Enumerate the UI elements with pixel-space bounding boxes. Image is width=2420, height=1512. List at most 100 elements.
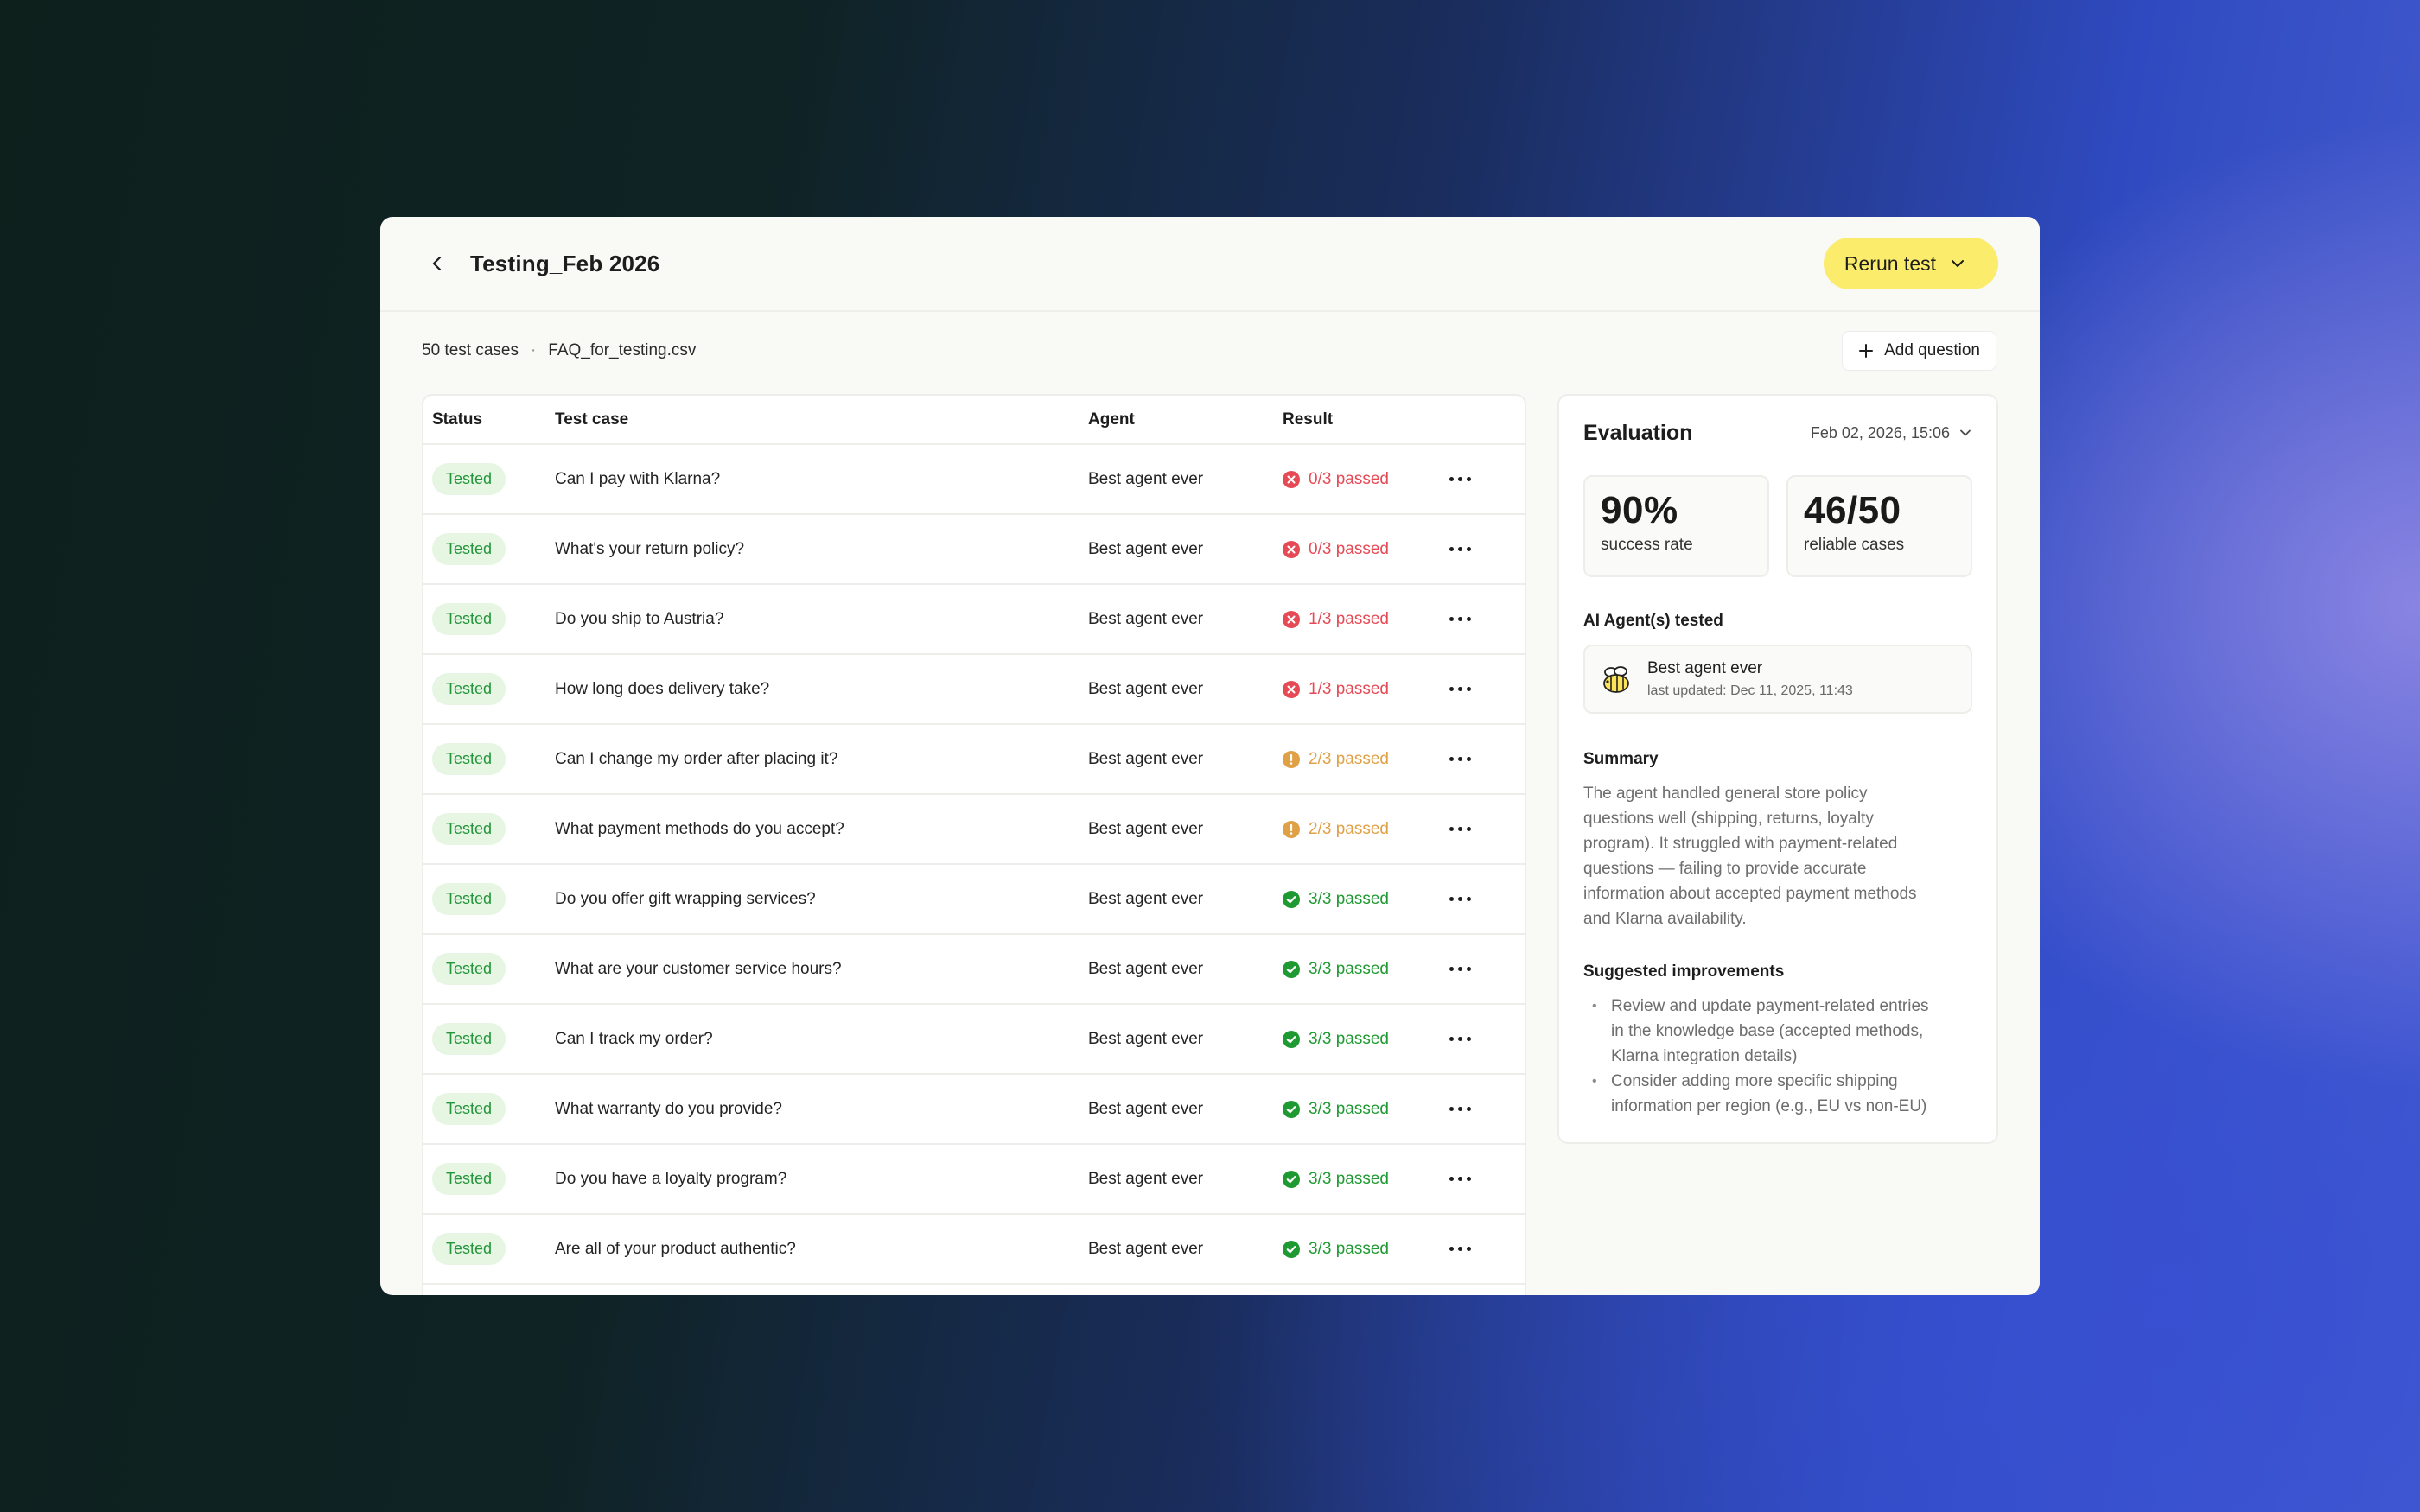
agent-cell: Best agent ever bbox=[1088, 584, 1283, 655]
more-options-icon[interactable] bbox=[1449, 1247, 1471, 1251]
result-cell: 3/3 passed bbox=[1283, 1144, 1449, 1215]
test-case-cell: What warranty do you provide? bbox=[555, 1074, 1088, 1145]
bee-avatar-icon bbox=[1603, 666, 1629, 693]
result-cell: 1/3 passed bbox=[1283, 584, 1449, 655]
agent-cell: Best agent ever bbox=[1088, 794, 1283, 865]
result-cell: 3/3 passed bbox=[1283, 1004, 1449, 1075]
x-circle-icon bbox=[1283, 680, 1300, 698]
result-text: 2/3 passed bbox=[1309, 819, 1389, 838]
evaluation-title: Evaluation bbox=[1583, 420, 1693, 445]
agent-cell: Best agent ever bbox=[1088, 514, 1283, 585]
actions-cell bbox=[1449, 794, 1525, 865]
test-case-cell: Can I track my order? bbox=[555, 1004, 1088, 1075]
column-header-status[interactable]: Status bbox=[424, 396, 555, 445]
test-case-cell: Are all of your product authentic? bbox=[555, 1214, 1088, 1285]
result-text: 3/3 passed bbox=[1309, 889, 1389, 908]
result-indicator: 2/3 passed bbox=[1283, 820, 1449, 839]
status-badge: Tested bbox=[432, 673, 506, 705]
more-options-icon[interactable] bbox=[1449, 827, 1471, 831]
column-header-agent[interactable]: Agent bbox=[1088, 396, 1283, 445]
status-cell: Tested bbox=[424, 794, 555, 865]
evaluation-panel: Evaluation Feb 02, 2026, 15:06 90% succe… bbox=[1557, 394, 1998, 1144]
actions-cell bbox=[1449, 444, 1525, 515]
result-indicator: 0/3 passed bbox=[1283, 540, 1449, 559]
column-header-test-case[interactable]: Test case bbox=[555, 396, 1088, 445]
table-row[interactable]: Tested Can I change my order after placin… bbox=[424, 724, 1525, 795]
success-rate-label: success rate bbox=[1601, 536, 1693, 554]
add-question-button[interactable]: Add question bbox=[1842, 331, 1996, 371]
actions-cell bbox=[1449, 1214, 1525, 1285]
status-cell: Tested bbox=[424, 724, 555, 795]
table-row[interactable]: Tested What are your customer service hou… bbox=[424, 934, 1525, 1005]
evaluation-date-select[interactable]: Feb 02, 2026, 15:06 bbox=[1811, 424, 1972, 442]
status-badge: Tested bbox=[432, 1233, 506, 1265]
evaluation-stats: 90% success rate 46/50 reliable cases bbox=[1583, 475, 1972, 577]
more-options-icon[interactable] bbox=[1449, 897, 1471, 901]
table-row[interactable]: Tested Do you ship to Austria? Best agent … bbox=[424, 584, 1525, 655]
more-options-icon[interactable] bbox=[1449, 547, 1471, 551]
summary-line: questions — failing to provide accurate bbox=[1583, 860, 1867, 878]
table-row[interactable]: Tested What's your return policy? Best age… bbox=[424, 514, 1525, 585]
x-circle-icon bbox=[1283, 540, 1300, 558]
actions-cell bbox=[1449, 1074, 1525, 1145]
result-cell: 2/3 passed bbox=[1283, 794, 1449, 865]
table-row[interactable]: Tested Can I pay with Klarna? Best agent e… bbox=[424, 444, 1525, 515]
agent-card[interactable]: Best agent ever last updated: Dec 11, 20… bbox=[1583, 645, 1972, 714]
improvement-line: Review and update payment-related entrie… bbox=[1611, 997, 1929, 1015]
status-badge: Tested bbox=[432, 463, 506, 495]
agent-cell: Best agent ever bbox=[1088, 934, 1283, 1005]
result-text: 3/3 passed bbox=[1309, 959, 1389, 978]
table-row[interactable]: Tested Are all of your product authentic?… bbox=[424, 1214, 1525, 1285]
test-case-cell: Can I change my order after placing it? bbox=[555, 724, 1088, 795]
more-options-icon[interactable] bbox=[1449, 617, 1471, 621]
reliable-cases-label: reliable cases bbox=[1804, 536, 1905, 554]
result-cell: 3/3 passed bbox=[1283, 1214, 1449, 1285]
result-indicator: 3/3 passed bbox=[1283, 1240, 1449, 1259]
result-indicator: 3/3 passed bbox=[1283, 1100, 1449, 1119]
table-row[interactable]: Tested What payment methods do you accept… bbox=[424, 794, 1525, 865]
check-circle-icon bbox=[1283, 960, 1300, 978]
result-indicator: 2/3 passed bbox=[1283, 750, 1449, 769]
agent-last-updated: last updated: Dec 11, 2025, 11:43 bbox=[1647, 683, 1853, 698]
check-circle-icon bbox=[1283, 1240, 1300, 1258]
table-row[interactable]: Tested Do you have a loyalty program? Best… bbox=[424, 1144, 1525, 1215]
result-indicator: 1/3 passed bbox=[1283, 610, 1449, 629]
more-options-icon[interactable] bbox=[1449, 477, 1471, 481]
table-row[interactable]: Tested Do you offer gift wrapping service… bbox=[424, 864, 1525, 935]
more-options-icon[interactable] bbox=[1449, 687, 1471, 691]
page-header: Testing_Feb 2026 Rerun test bbox=[380, 217, 2040, 312]
status-badge: Tested bbox=[432, 1163, 506, 1195]
rerun-test-button[interactable]: Rerun test bbox=[1823, 238, 1998, 289]
more-options-icon[interactable] bbox=[1449, 1037, 1471, 1041]
more-options-icon[interactable] bbox=[1449, 757, 1471, 761]
more-options-icon[interactable] bbox=[1449, 967, 1471, 971]
test-case-cell: What's your return policy? bbox=[555, 514, 1088, 585]
table-row[interactable]: Tested Can I track my order? Best agent ev… bbox=[424, 1004, 1525, 1075]
result-indicator: 1/3 passed bbox=[1283, 680, 1449, 699]
chevron-down-icon bbox=[1952, 260, 1964, 267]
result-cell: 3/3 passed bbox=[1283, 1074, 1449, 1145]
result-text: 3/3 passed bbox=[1309, 1099, 1389, 1118]
result-cell: 3/3 passed bbox=[1283, 864, 1449, 935]
test-case-cell: Can I pay with Klarna? bbox=[555, 444, 1088, 515]
source-file-name: FAQ_for_testing.csv bbox=[548, 341, 697, 359]
meta-separator: · bbox=[530, 341, 537, 359]
improvement-item: Consider adding more specific shipping i… bbox=[1583, 1069, 1972, 1119]
status-cell: Tested bbox=[424, 864, 555, 935]
back-button[interactable] bbox=[422, 248, 453, 279]
result-text: 0/3 passed bbox=[1309, 469, 1389, 488]
table-row[interactable]: Tested What warranty do you provide? Best … bbox=[424, 1074, 1525, 1145]
table-row[interactable]: Tested How long does delivery take? Best a… bbox=[424, 654, 1525, 725]
actions-cell bbox=[1449, 654, 1525, 725]
agent-cell: Best agent ever bbox=[1088, 654, 1283, 725]
column-header-result[interactable]: Result bbox=[1283, 396, 1449, 445]
result-text: 3/3 passed bbox=[1309, 1169, 1389, 1188]
more-options-icon[interactable] bbox=[1449, 1107, 1471, 1111]
test-case-cell: What payment methods do you accept? bbox=[555, 794, 1088, 865]
actions-cell bbox=[1449, 934, 1525, 1005]
check-circle-icon bbox=[1283, 1100, 1300, 1118]
result-indicator: 3/3 passed bbox=[1283, 1030, 1449, 1049]
result-text: 0/3 passed bbox=[1309, 539, 1389, 558]
more-options-icon[interactable] bbox=[1449, 1177, 1471, 1181]
rerun-test-label: Rerun test bbox=[1844, 251, 1936, 275]
